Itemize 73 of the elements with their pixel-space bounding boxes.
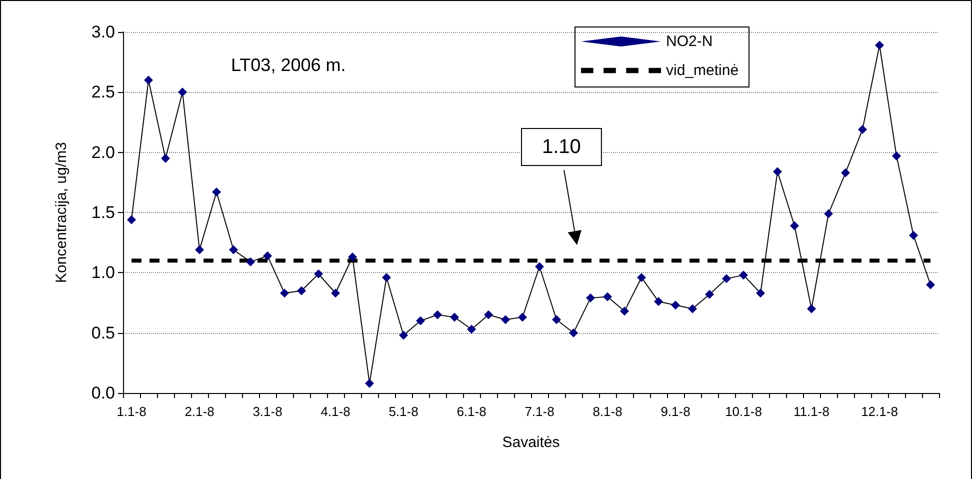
- point: [586, 293, 595, 302]
- y-tick-label: 2.0: [91, 142, 115, 162]
- point: [688, 304, 697, 314]
- point: [212, 188, 221, 197]
- point: [382, 272, 391, 282]
- point: [756, 288, 765, 298]
- point: [909, 230, 918, 240]
- x-tick-label: 8.1-8: [592, 404, 622, 419]
- point: [501, 315, 510, 324]
- point: [722, 274, 731, 284]
- point: [467, 324, 476, 334]
- y-tick-label: 2.5: [91, 82, 115, 102]
- point: [637, 272, 646, 282]
- point: [161, 154, 170, 163]
- point: [858, 124, 867, 134]
- x-tick-label: 1.1-8: [116, 404, 146, 419]
- y-tick-label: 0.5: [91, 323, 115, 342]
- point: [314, 269, 323, 278]
- point: [484, 310, 493, 320]
- point: [280, 288, 289, 298]
- point: [926, 280, 935, 290]
- point: [297, 286, 306, 296]
- point: [824, 209, 833, 218]
- point: [178, 88, 187, 97]
- point: [535, 262, 544, 272]
- x-axis-title: Savaitės: [502, 434, 560, 451]
- point: [195, 245, 204, 254]
- x-tick-label: 4.1-8: [320, 404, 350, 419]
- point: [654, 297, 663, 306]
- point: [263, 251, 272, 260]
- point: [399, 330, 408, 340]
- point: [518, 312, 527, 322]
- x-tick-label: 6.1-8: [456, 404, 486, 419]
- point: [569, 328, 578, 338]
- point: [144, 76, 153, 85]
- point: [705, 290, 714, 299]
- point: [671, 300, 680, 310]
- annotation: 1.10: [542, 136, 581, 158]
- point: [773, 167, 782, 176]
- text: LT03, 2006 m.: [231, 55, 346, 75]
- point: [603, 292, 612, 302]
- y-tick-label: 1.5: [91, 203, 115, 222]
- point: [892, 151, 901, 160]
- point: [875, 40, 884, 50]
- y-axis-title: Koncentracija, ug/m3: [53, 142, 70, 283]
- point: [841, 168, 850, 178]
- point: [416, 316, 425, 326]
- point: [739, 270, 748, 280]
- x-tick-label: 3.1-8: [252, 404, 282, 419]
- y-tick-label: 1.0: [91, 263, 115, 282]
- y-tick-label: 0.0: [91, 384, 115, 402]
- point: [348, 252, 357, 262]
- point: [433, 310, 442, 320]
- point: [790, 221, 799, 230]
- point: [365, 378, 374, 388]
- x-tick-label: 7.1-8: [524, 404, 554, 419]
- point: [450, 312, 459, 322]
- point: [246, 257, 255, 266]
- point: [331, 288, 340, 298]
- x-tick-label: 2.1-8: [184, 404, 214, 419]
- legend-label: vid_metinė: [666, 62, 739, 79]
- point: [229, 245, 238, 254]
- x-tick-label: 12.1-8: [861, 404, 898, 419]
- x-tick-label: 9.1-8: [660, 404, 690, 419]
- x-tick-label: 10.1-8: [725, 404, 762, 419]
- point: [620, 306, 629, 316]
- x-tick-label: 11.1-8: [794, 404, 830, 419]
- point: [807, 304, 816, 314]
- point: [127, 215, 136, 224]
- y-tick-label: 3.0: [91, 22, 115, 42]
- x-tick-label: 5.1-8: [388, 404, 418, 419]
- text: NO2-N: [666, 33, 713, 50]
- point: [552, 315, 561, 324]
